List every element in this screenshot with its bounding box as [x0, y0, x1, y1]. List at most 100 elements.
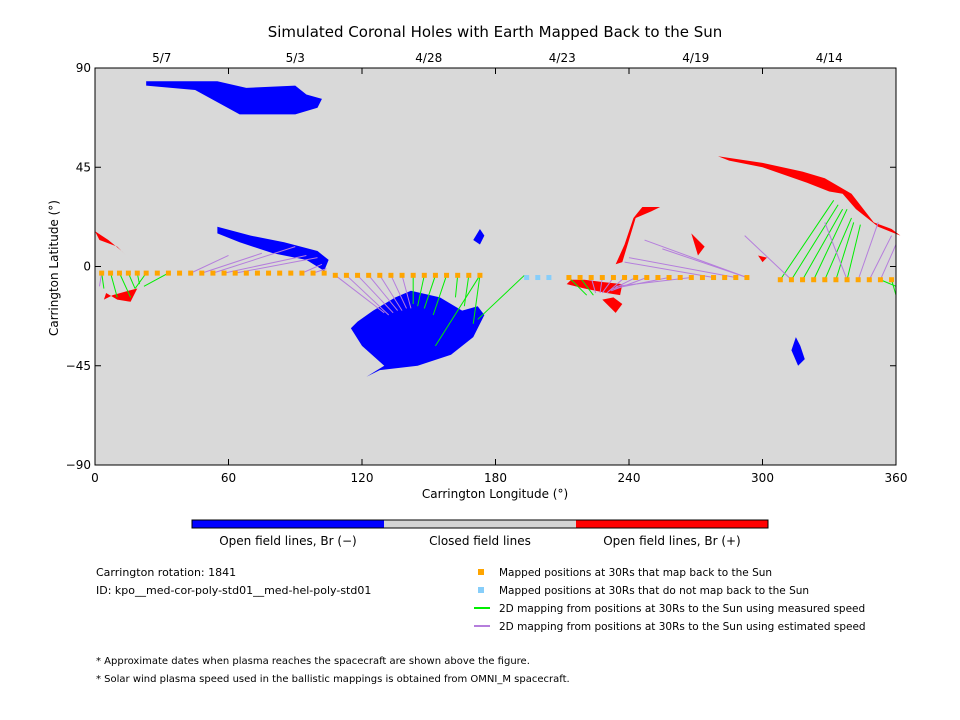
mapped-point — [432, 272, 438, 278]
legend-marker — [478, 569, 484, 575]
mapped-point — [777, 277, 783, 283]
colorbar: Open field lines, Br (−) Closed field lin… — [191, 519, 769, 548]
mapped-point — [822, 277, 828, 283]
mapping-line-measured — [846, 224, 861, 280]
mapping-line-estimated — [824, 222, 848, 280]
note-speed: * Solar wind plasma speed used in the ba… — [96, 674, 570, 685]
axes: 0 60 120 180 240 300 360 90 45 0 −45 −90 5/7 5/3 4/28 4… — [66, 51, 908, 485]
id-label: ID: kpo__med-cor-poly-std01__med-hel-pol… — [96, 584, 372, 597]
plot-background — [95, 68, 896, 465]
mapped-point — [666, 275, 672, 281]
mapped-point — [221, 270, 227, 276]
mapped-point — [299, 270, 305, 276]
mapped-point — [677, 275, 683, 281]
mapped-point — [108, 270, 114, 276]
y-tick-label: 45 — [76, 160, 91, 174]
date-tick-label: 5/7 — [152, 51, 171, 65]
mapped-point — [599, 275, 605, 281]
colorbar-label: Open field lines, Br (−) — [219, 534, 357, 548]
mapped-point — [116, 270, 122, 276]
mapping-line-measured — [423, 275, 436, 309]
mapping-line-estimated — [590, 277, 597, 294]
x-tick-label: 60 — [221, 471, 236, 485]
mapped-point — [410, 272, 416, 278]
mapped-point — [744, 275, 750, 281]
mapped-point — [477, 272, 483, 278]
mapping-line-estimated — [628, 257, 736, 279]
mapped-point — [855, 277, 861, 283]
mapped-point — [199, 270, 205, 276]
legend-marker — [478, 587, 484, 593]
colorbar-label: Open field lines, Br (+) — [603, 534, 741, 548]
coronal-hole-negative — [791, 337, 805, 366]
mapping-line-measured — [463, 275, 470, 307]
chart-title: Simulated Coronal Holes with Earth Mappe… — [268, 23, 723, 41]
coronal-hole-positive — [718, 156, 901, 236]
coronal-hole-positive — [758, 255, 767, 263]
legend: Mapped positions at 30Rs that map back t… — [474, 567, 866, 633]
mapped-point — [722, 275, 728, 281]
mapping-line-estimated — [379, 275, 403, 311]
mapped-point — [711, 275, 717, 281]
mapped-point — [566, 275, 572, 281]
mapping-lines — [98, 200, 897, 347]
date-tick-label: 4/28 — [415, 51, 442, 65]
mapped-point — [633, 275, 639, 281]
colorbar-segment — [576, 520, 768, 528]
mapped-point — [177, 270, 183, 276]
mapping-line-measured — [880, 279, 897, 287]
mapped-point — [188, 270, 194, 276]
x-tick-label: 240 — [618, 471, 641, 485]
mapping-line-measured — [127, 272, 136, 289]
mapping-line-estimated — [334, 274, 385, 314]
mapping-line-measured — [835, 222, 855, 280]
mapped-point — [588, 275, 594, 281]
coronal-hole-negative — [146, 81, 322, 115]
mapped-point — [421, 272, 427, 278]
mapping-line-estimated — [601, 277, 614, 294]
colorbar-frame — [191, 519, 769, 529]
mapped-point — [143, 270, 149, 276]
x-tick-label: 360 — [885, 471, 908, 485]
unmapped-point — [524, 275, 530, 281]
x-tick-label: 300 — [751, 471, 774, 485]
mapping-line-measured — [101, 273, 105, 289]
mapped-point — [321, 270, 327, 276]
mapping-line-measured — [802, 208, 844, 280]
mapped-point — [811, 277, 817, 283]
date-tick-label: 4/14 — [816, 51, 843, 65]
colorbar-label: Closed field lines — [429, 534, 531, 548]
mapping-line-estimated — [212, 246, 296, 274]
mapping-line-estimated — [868, 235, 892, 280]
mapping-line-measured — [477, 274, 525, 320]
mapping-line-measured — [454, 275, 459, 298]
mapping-line-estimated — [599, 277, 603, 294]
mapping-line-estimated — [390, 275, 407, 309]
mapped-point — [788, 277, 794, 283]
mapping-line-measured — [568, 277, 588, 296]
mapped-point — [699, 275, 705, 281]
mapping-line-measured — [119, 272, 132, 298]
mapping-line-estimated — [879, 244, 897, 280]
x-axis-label: Carrington Longitude (°) — [422, 487, 568, 501]
mapping-line-estimated — [611, 277, 647, 292]
mapped-point — [644, 275, 650, 281]
mapped-point — [444, 272, 450, 278]
mapped-point — [399, 272, 405, 278]
mapping-line-estimated — [301, 263, 323, 274]
mapped-point — [254, 270, 260, 276]
coronal-hole-negative — [473, 229, 485, 245]
mapping-line-estimated — [857, 222, 879, 280]
date-tick-label: 5/3 — [286, 51, 305, 65]
mapped-point — [232, 270, 238, 276]
mapping-line-measured — [417, 275, 425, 307]
mapping-line-estimated — [201, 252, 263, 274]
mapped-points — [99, 270, 895, 283]
y-tick-label: 90 — [76, 61, 91, 75]
mapped-point — [466, 272, 472, 278]
x-tick-label: 180 — [484, 471, 507, 485]
legend-label: Mapped positions at 30Rs that do not map… — [499, 585, 809, 597]
mapped-point — [243, 270, 249, 276]
mapped-point — [377, 272, 383, 278]
y-axis-label: Carrington Latitude (°) — [47, 200, 61, 336]
